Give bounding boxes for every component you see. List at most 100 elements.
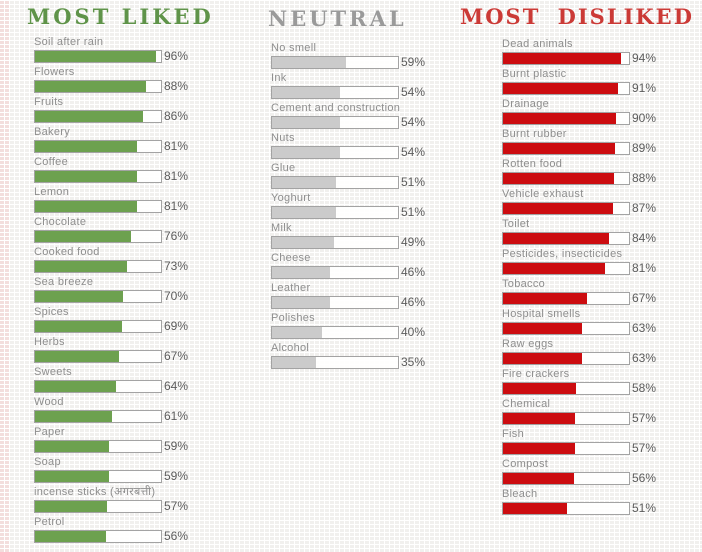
bar-value: 88% (632, 171, 657, 185)
bar-track (502, 382, 630, 395)
bar-fill (503, 203, 613, 214)
bar-track (34, 230, 162, 243)
bar-value: 35% (401, 355, 426, 369)
bar-label: Wood (34, 396, 64, 408)
bar-value: 81% (164, 199, 189, 213)
bar-value: 94% (632, 51, 657, 65)
bar-fill (503, 383, 577, 394)
bar-value: 90% (632, 111, 657, 125)
bar-track (271, 236, 399, 249)
bar-fill (35, 81, 146, 92)
bar-label: Lemon (34, 186, 70, 198)
bar-line: 56% (34, 530, 188, 543)
bar-track (34, 290, 162, 303)
bar-label: Burnt rubber (502, 128, 567, 140)
bar-value: 56% (632, 471, 657, 485)
bar-track (271, 176, 399, 189)
bar-list-most-liked: Soil after rain 96% Flowers 88% Fruits 86% Bak… (34, 36, 188, 546)
bar-value: 86% (164, 109, 189, 123)
bar-fill (272, 267, 330, 278)
bar-row: Fire crackers 58% (502, 368, 656, 398)
bar-label: Compost (502, 458, 549, 470)
bar-value: 51% (401, 175, 426, 189)
bar-value: 73% (164, 259, 189, 273)
bar-line: 90% (502, 112, 656, 125)
bar-value: 96% (164, 49, 189, 63)
bar-row: Sweets 64% (34, 366, 188, 396)
bar-line: 88% (502, 172, 656, 185)
bar-label: Polishes (271, 312, 315, 324)
bar-label: Raw eggs (502, 338, 554, 350)
bar-value: 46% (401, 265, 426, 279)
bar-line: 51% (502, 502, 656, 515)
bar-track (34, 80, 162, 93)
bar-row: Cement and construction 54% (271, 102, 425, 132)
bar-row: Burnt rubber 89% (502, 128, 656, 158)
bar-list-most-disliked: Dead animals 94% Burnt plastic 91% Drainage 9… (502, 38, 656, 518)
bar-row: Alcohol 35% (271, 342, 425, 372)
bar-value: 81% (164, 139, 189, 153)
bar-track (502, 262, 630, 275)
bar-value: 69% (164, 319, 189, 333)
column-title-neutral: NEUTRAL (268, 6, 407, 31)
bar-label: Leather (271, 282, 311, 294)
bar-line: 69% (34, 320, 188, 333)
bar-label: Fire crackers (502, 368, 570, 380)
bar-track (271, 86, 399, 99)
bar-line: 81% (34, 200, 188, 213)
bar-track (502, 172, 630, 185)
bar-fill (272, 297, 330, 308)
bar-value: 54% (401, 115, 426, 129)
bar-value: 54% (401, 85, 426, 99)
bar-row: Sea breeze 70% (34, 276, 188, 306)
bar-fill (272, 327, 323, 338)
bar-track (271, 116, 399, 129)
bar-label: Bleach (502, 488, 538, 500)
bar-label: Alcohol (271, 342, 310, 354)
bar-fill (272, 177, 337, 188)
bar-track (34, 440, 162, 453)
bar-row: Bakery 81% (34, 126, 188, 156)
bar-value: 84% (632, 231, 657, 245)
bar-line: 76% (34, 230, 188, 243)
bar-row: Drainage 90% (502, 98, 656, 128)
bar-row: Compost 56% (502, 458, 656, 488)
bar-label: Paper (34, 426, 65, 438)
bar-row: Bleach 51% (502, 488, 656, 518)
bar-track (34, 500, 162, 513)
bar-fill (503, 143, 616, 154)
bar-row: Paper 59% (34, 426, 188, 456)
bar-value: 67% (632, 291, 657, 305)
bar-line: 57% (34, 500, 188, 513)
bar-label: Nuts (271, 132, 295, 144)
bar-row: Flowers 88% (34, 66, 188, 96)
bar-line: 54% (271, 146, 425, 159)
bar-track (502, 352, 630, 365)
bar-label: Flowers (34, 66, 75, 78)
bar-row: Lemon 81% (34, 186, 188, 216)
bar-line: 88% (34, 80, 188, 93)
bar-track (502, 232, 630, 245)
bar-row: Toilet 84% (502, 218, 656, 248)
bar-value: 81% (164, 169, 189, 183)
bar-fill (35, 291, 124, 302)
bar-row: Milk 49% (271, 222, 425, 252)
bar-label: Cheese (271, 252, 311, 264)
bar-line: 46% (271, 296, 425, 309)
bar-value: 57% (164, 499, 189, 513)
bar-row: Rotten food 88% (502, 158, 656, 188)
bar-fill (503, 233, 609, 244)
bar-fill (503, 473, 574, 484)
bar-line: 59% (34, 440, 188, 453)
bar-track (34, 470, 162, 483)
bar-line: 54% (271, 86, 425, 99)
bar-fill (35, 441, 110, 452)
bar-row: Cheese 46% (271, 252, 425, 282)
bar-value: 46% (401, 295, 426, 309)
bar-fill (503, 263, 606, 274)
bar-value: 63% (632, 321, 657, 335)
bar-track (502, 472, 630, 485)
bar-value: 63% (632, 351, 657, 365)
bar-line: 61% (34, 410, 188, 423)
bar-fill (35, 321, 122, 332)
